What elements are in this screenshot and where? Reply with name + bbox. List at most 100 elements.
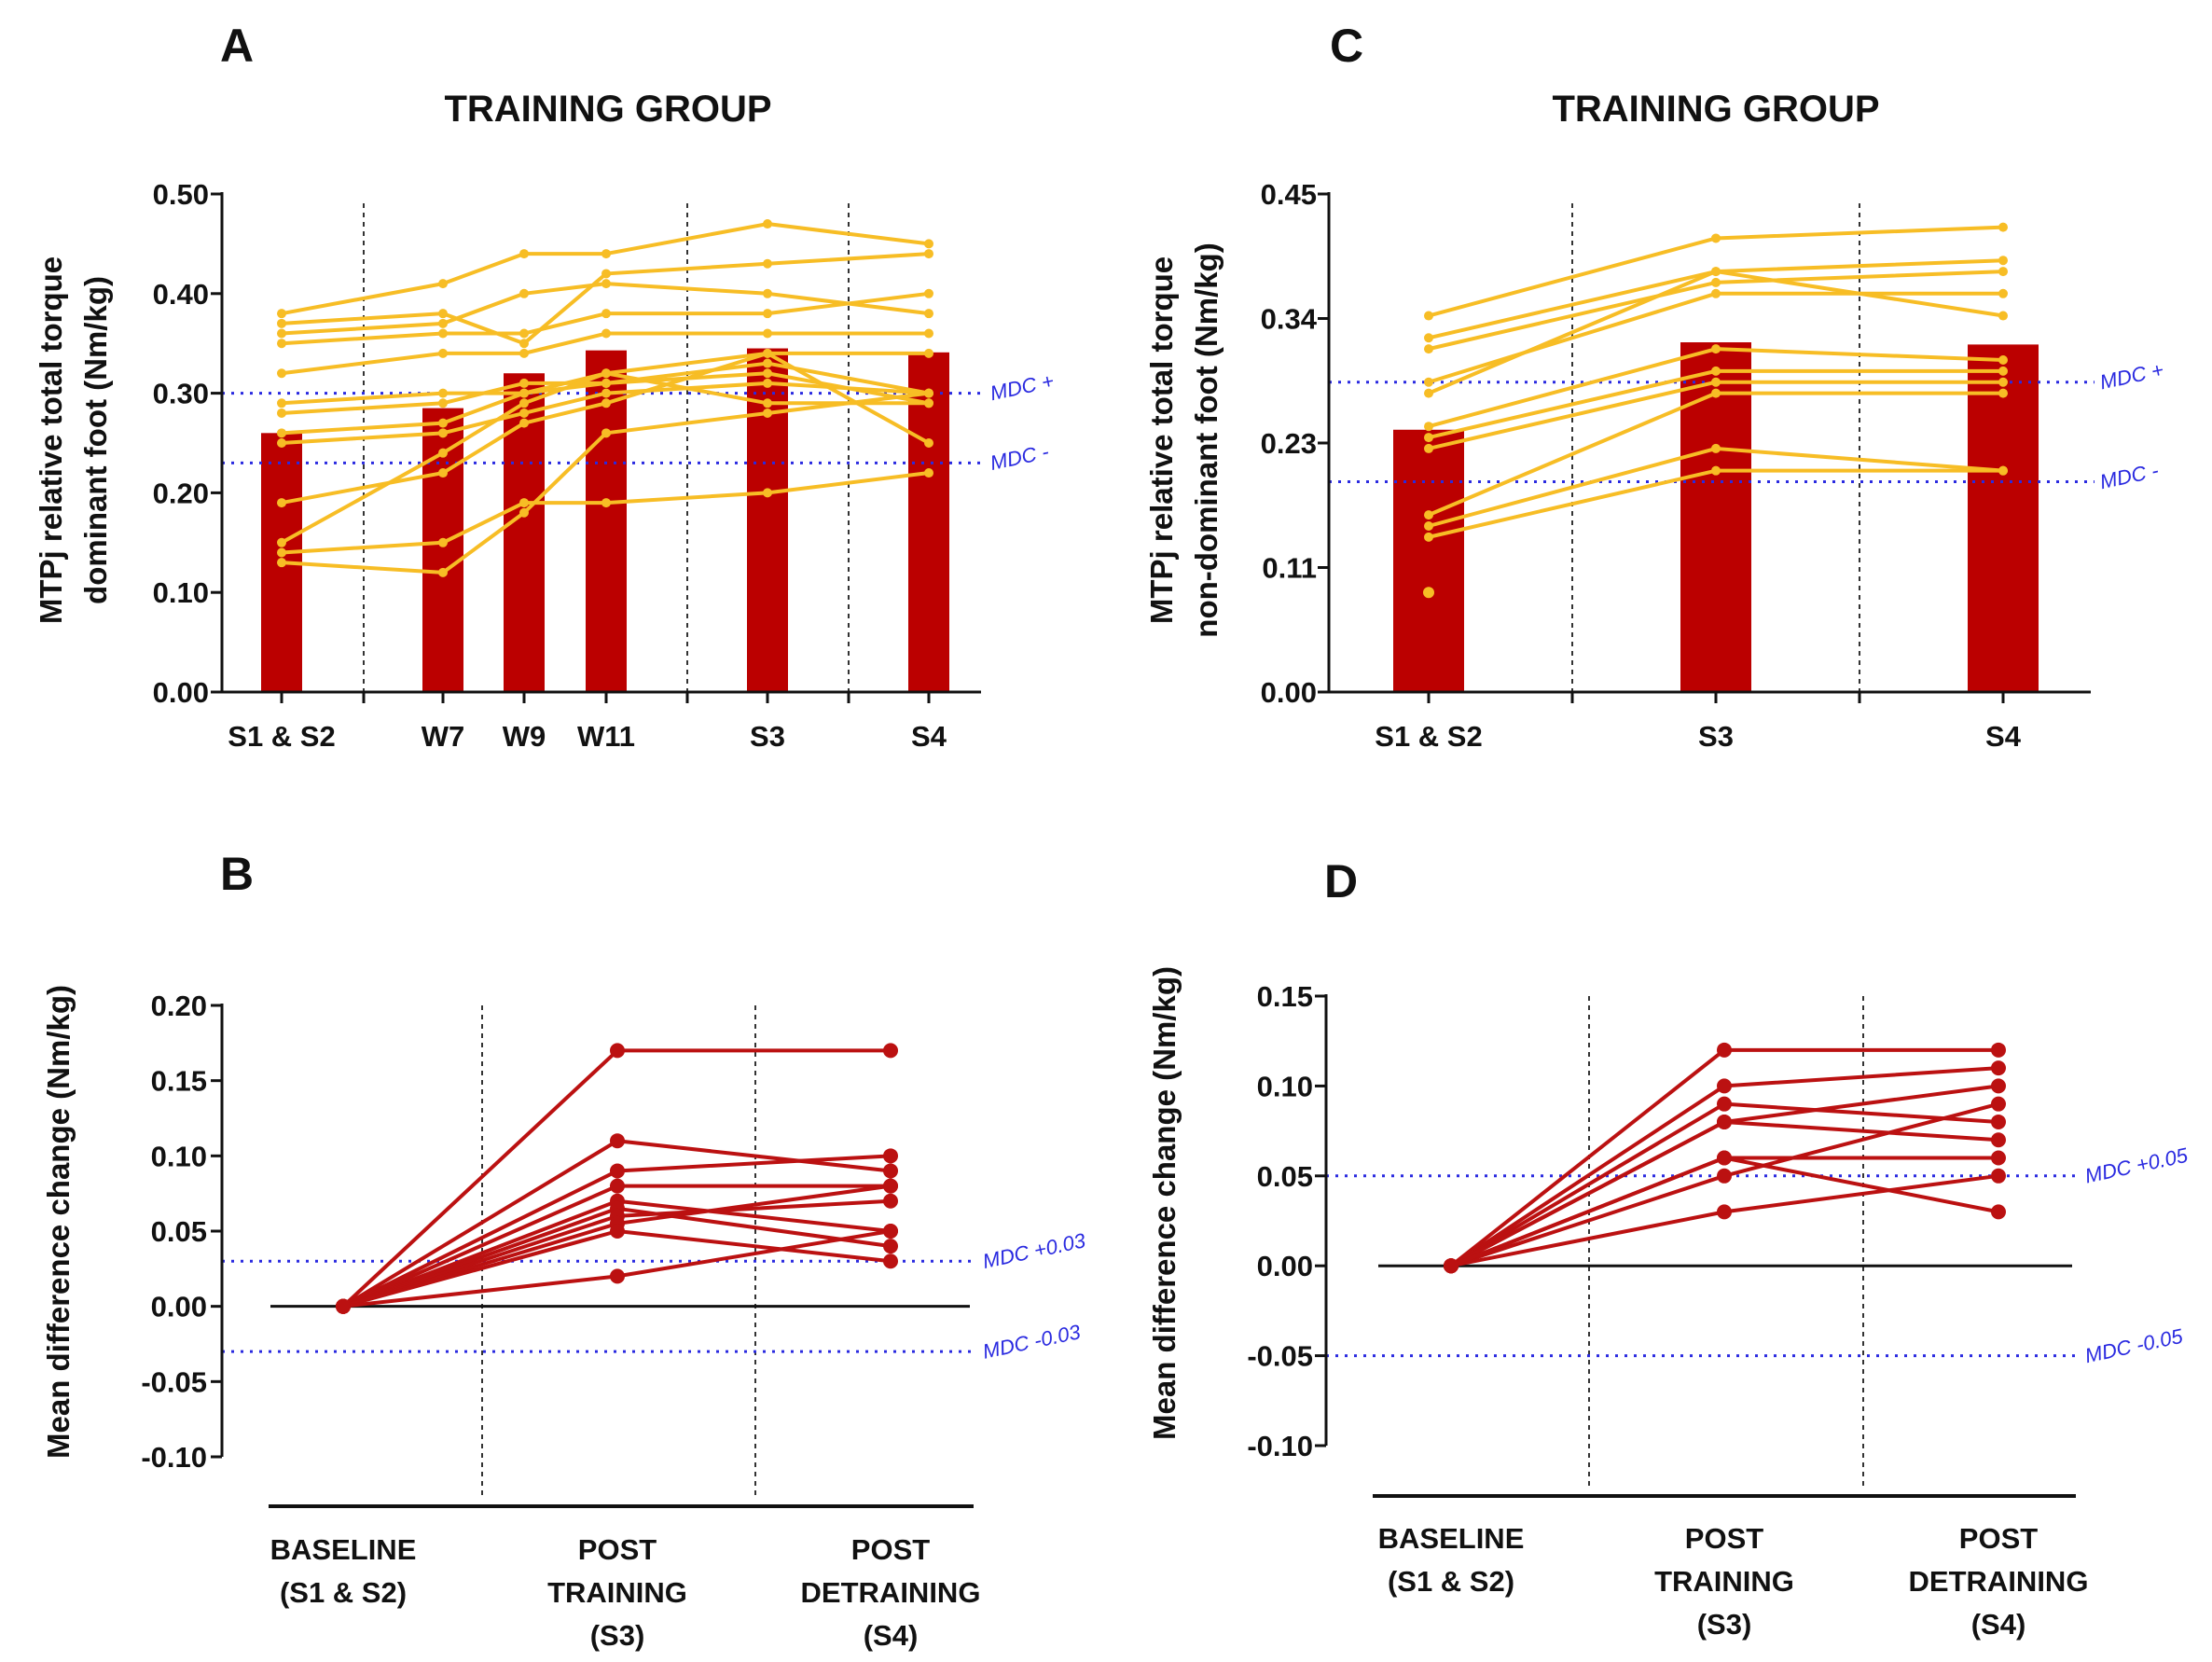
subject-point [519,288,529,298]
subject-point [924,328,933,339]
y-tick-label: 0.00 [1257,1250,1313,1282]
subject-point [601,398,611,409]
subject-point [519,249,529,259]
subject-point [601,498,611,508]
subject-point [519,348,529,358]
bar [1393,429,1464,692]
x-category-label: TRAINING [1654,1565,1794,1598]
subject-point [1998,388,2008,398]
subject-point [1991,1114,2006,1129]
subject-point [519,408,529,418]
subject-point [1717,1168,1732,1184]
mdc-label: MDC + [2098,358,2166,395]
bar [908,352,949,692]
subject-point [438,348,448,358]
subject-point [277,368,286,379]
panel-b-ylabel: Mean difference change (Nm/kg) [41,985,76,1459]
subject-point [1424,532,1433,542]
subject-point [277,309,286,319]
subject-point [924,288,933,298]
subject-point [277,438,286,448]
panel-letter-d: D [1324,855,1358,907]
subject-point [610,1268,625,1284]
bar [1968,344,2039,692]
subject-point [1998,311,2008,321]
subject-point [883,1193,898,1209]
subject-point [1424,344,1433,354]
subject-point [883,1178,898,1194]
x-category-label: POST [1685,1522,1763,1555]
subject-point [438,428,448,438]
y-tick-label: -0.10 [1247,1430,1313,1462]
subject-point [277,428,286,438]
subject-point [610,1224,625,1239]
subject-point [1991,1078,2006,1094]
subject-point [1711,388,1721,398]
subject-point [924,398,933,409]
subject-point [601,309,611,319]
subject-point [1717,1096,1732,1112]
subject-point [1991,1132,2006,1148]
subject-point [519,339,529,349]
subject-point [763,368,772,379]
subject-point [519,388,529,398]
subject-point [1998,288,2008,298]
subject-line [281,371,929,545]
panel-letter-c: C [1330,20,1363,72]
subject-point [924,438,933,448]
subject-point [438,388,448,398]
x-category-label: S4 [911,720,947,753]
subject-point [1998,256,2008,266]
panel-letter-a: A [220,20,254,72]
subject-line [281,391,930,575]
subject-point [1424,388,1433,398]
subject-point [763,358,772,368]
panel-c-title: TRAINING GROUP [1552,89,1879,130]
subject-line [281,331,929,376]
subject-point [1717,1042,1732,1058]
x-category-label: S1 & S2 [228,720,335,753]
subject-point [601,388,611,398]
subject-point [1444,1258,1459,1274]
y-tick-label: 0.50 [153,178,209,211]
subject-point [1423,587,1434,599]
x-category-label: BASELINE [270,1533,417,1566]
subject-point [438,567,448,577]
subject-point [763,219,772,229]
subject-point [610,1133,625,1149]
subject-point [601,279,611,289]
y-tick-label: 0.05 [151,1215,207,1248]
y-tick-label: 0.23 [1261,427,1317,460]
subject-point [763,288,772,298]
subject-point [438,418,448,428]
subject-point [763,378,772,388]
subject-point [1424,510,1433,520]
y-tick-label: 0.40 [153,278,209,311]
x-category-label: POST [578,1533,657,1566]
subject-point [438,537,448,547]
subject-point [519,398,529,409]
subject-point [924,309,933,319]
subject-point [763,258,772,269]
subject-point [438,468,448,478]
subject-line [281,291,930,346]
subject-point [1998,377,2008,387]
x-category-label: BASELINE [1378,1522,1525,1555]
y-tick-label: 0.15 [151,1065,207,1098]
x-category-label: TRAINING [547,1576,687,1609]
subject-point [883,1148,898,1164]
subject-point [1711,443,1721,453]
y-tick-label: 0.10 [151,1140,207,1172]
subject-point [763,398,772,409]
subject-point [277,547,286,558]
y-tick-label: 0.30 [153,378,209,410]
y-tick-label: 0.34 [1261,303,1318,336]
subject-point [1998,465,2008,476]
bar [1680,342,1751,692]
subject-line [281,222,930,316]
x-category-label: W11 [577,720,635,753]
subject-point [883,1224,898,1239]
subject-point [601,269,611,279]
y-tick-label: -0.05 [1247,1340,1313,1373]
